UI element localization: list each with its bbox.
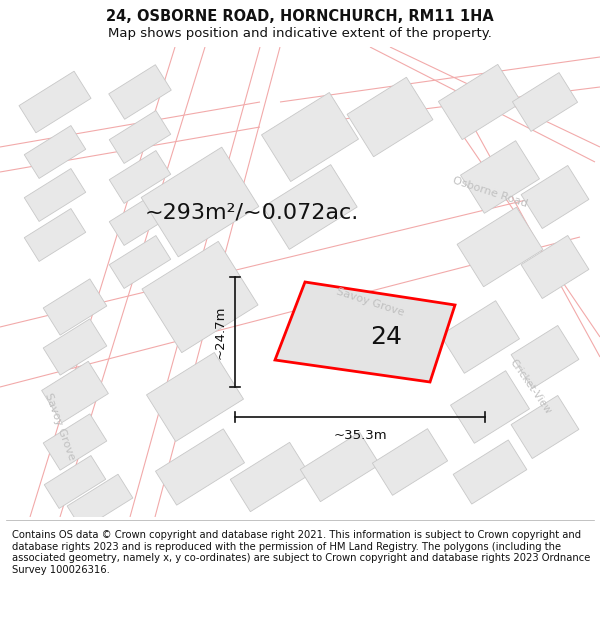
Polygon shape	[24, 169, 86, 221]
Polygon shape	[43, 319, 107, 375]
Polygon shape	[521, 166, 589, 229]
Polygon shape	[512, 72, 578, 131]
Text: 24, OSBORNE ROAD, HORNCHURCH, RM11 1HA: 24, OSBORNE ROAD, HORNCHURCH, RM11 1HA	[106, 9, 494, 24]
Text: ~293m²/~0.072ac.: ~293m²/~0.072ac.	[145, 202, 359, 222]
Polygon shape	[155, 429, 245, 505]
Polygon shape	[275, 282, 455, 382]
Polygon shape	[43, 414, 107, 470]
Polygon shape	[511, 396, 579, 459]
Polygon shape	[230, 442, 310, 512]
Polygon shape	[109, 192, 171, 246]
Polygon shape	[457, 208, 543, 287]
Polygon shape	[451, 371, 529, 443]
Polygon shape	[24, 126, 86, 179]
Polygon shape	[300, 432, 380, 502]
Polygon shape	[141, 147, 259, 257]
Polygon shape	[453, 440, 527, 504]
Polygon shape	[439, 64, 521, 139]
Text: Savoy Grove: Savoy Grove	[335, 286, 405, 318]
Polygon shape	[461, 141, 539, 213]
Text: ~35.3m: ~35.3m	[333, 429, 387, 442]
Polygon shape	[109, 111, 171, 164]
Text: 24: 24	[370, 325, 402, 349]
Polygon shape	[19, 71, 91, 132]
Text: Osborne Road: Osborne Road	[451, 175, 529, 209]
Polygon shape	[44, 456, 106, 509]
Text: Cricket-View: Cricket-View	[508, 357, 553, 416]
Polygon shape	[373, 429, 448, 496]
Text: ~24.7m: ~24.7m	[214, 305, 227, 359]
Polygon shape	[347, 78, 433, 157]
Polygon shape	[146, 352, 244, 441]
Polygon shape	[511, 326, 579, 389]
Polygon shape	[109, 236, 171, 289]
Text: Contains OS data © Crown copyright and database right 2021. This information is : Contains OS data © Crown copyright and d…	[12, 530, 590, 575]
Text: Map shows position and indicative extent of the property.: Map shows position and indicative extent…	[108, 27, 492, 40]
Polygon shape	[24, 209, 86, 261]
Polygon shape	[521, 236, 589, 299]
Polygon shape	[109, 151, 171, 204]
Polygon shape	[41, 361, 109, 423]
Polygon shape	[440, 301, 520, 373]
Polygon shape	[263, 164, 357, 249]
Text: Savoy Grove: Savoy Grove	[43, 392, 77, 462]
Polygon shape	[142, 241, 258, 352]
Polygon shape	[109, 65, 171, 119]
Polygon shape	[43, 279, 107, 335]
Polygon shape	[67, 474, 133, 530]
Polygon shape	[262, 92, 358, 181]
